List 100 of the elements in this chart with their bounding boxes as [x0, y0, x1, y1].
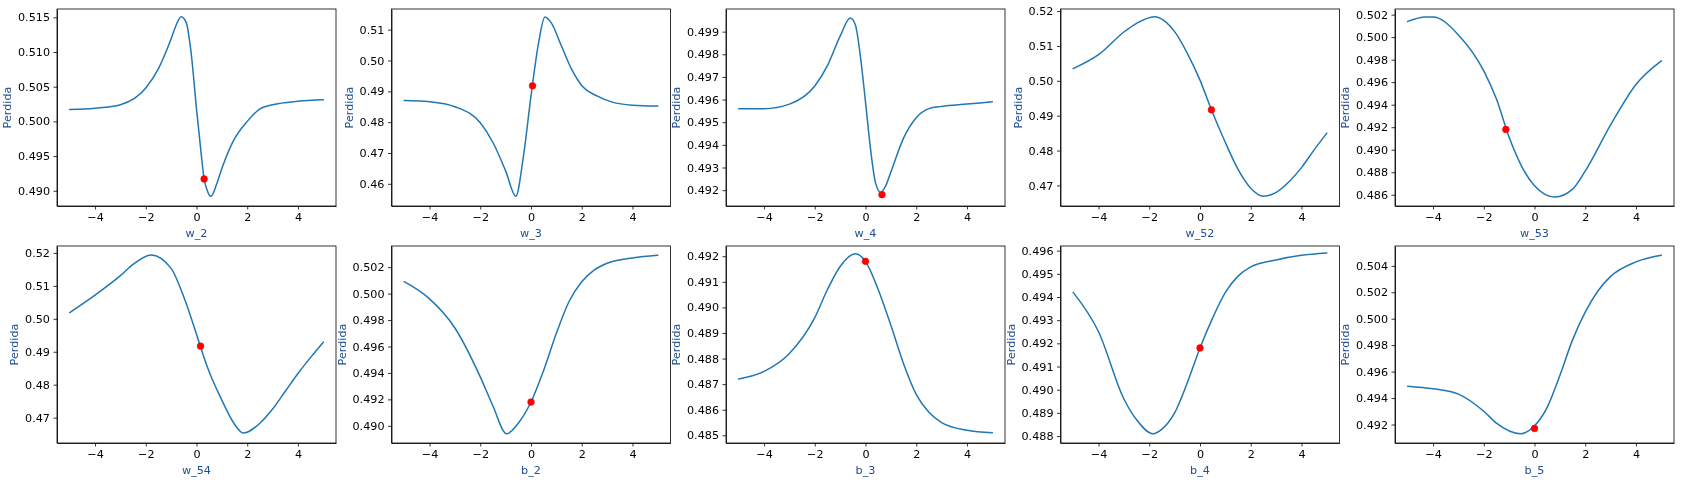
y-tick-label: 0.490 [686, 301, 719, 315]
y-tick-label: 0.489 [1021, 406, 1054, 420]
x-tick-label: −2 [807, 447, 824, 461]
y-tick-label: 0.492 [352, 393, 385, 407]
y-tick-label: 0.488 [686, 352, 719, 366]
x-tick-label: 2 [244, 447, 252, 461]
x-tick-label: −4 [1090, 447, 1108, 461]
y-axis-title: Perdida [1004, 323, 1018, 366]
x-tick-label: 2 [1582, 447, 1590, 461]
line-series [68, 254, 325, 434]
y-tick-label: 0.47 [359, 147, 385, 161]
x-axis-title: w_54 [182, 463, 211, 477]
y-tick-label: 0.496 [686, 93, 719, 107]
x-tick-label: −4 [756, 447, 773, 461]
y-tick-label: 0.485 [686, 429, 719, 443]
y-tick-label: 0.52 [25, 247, 50, 260]
x-axis-title: w_53 [1520, 226, 1549, 240]
y-tick-label: 0.486 [686, 403, 719, 417]
x-tick-label: −2 [1141, 210, 1159, 224]
x-tick-label: 2 [244, 210, 252, 224]
x-tick-label: 0 [1196, 210, 1205, 224]
y-tick-label: 0.504 [1355, 259, 1388, 273]
x-tick-label: −4 [87, 447, 104, 461]
x-tick-label: 4 [629, 210, 637, 224]
y-axis-title: Perdida [1339, 86, 1353, 129]
y-tick-label: 0.494 [352, 367, 385, 381]
x-tick-label: 0 [1196, 447, 1205, 461]
x-tick-label: 0 [527, 447, 536, 461]
x-tick-label: −2 [472, 447, 490, 461]
x-tick-label: 2 [578, 210, 586, 224]
line-series [1406, 16, 1663, 198]
y-tick-label: 0.496 [352, 340, 385, 354]
y-tick-label: 0.494 [1355, 98, 1388, 112]
y-tick-label: 0.51 [25, 279, 50, 293]
line-series [737, 252, 994, 434]
x-tick-label: 0 [862, 447, 870, 461]
y-tick-label: 0.491 [686, 275, 719, 289]
line-series [1406, 254, 1663, 435]
y-tick-label: 0.494 [1021, 291, 1054, 305]
y-tick-label: 0.47 [25, 411, 50, 425]
x-tick-label: 0 [193, 210, 201, 224]
y-tick-label: 0.486 [1355, 188, 1388, 202]
y-axis-title: Perdida [670, 323, 684, 366]
y-axis-title: Perdida [1, 86, 15, 129]
line-series [403, 254, 659, 435]
y-tick-label: 0.49 [1028, 109, 1054, 123]
x-axis-title: b_3 [855, 463, 876, 477]
x-axis-title: b_2 [521, 463, 541, 477]
x-tick-label: 4 [963, 210, 972, 224]
y-tick-label: 0.49 [359, 85, 385, 99]
x-tick-label: 0 [1531, 447, 1539, 461]
x-tick-label: −4 [421, 447, 439, 461]
y-tick-label: 0.49 [25, 345, 50, 359]
x-tick-label: 2 [913, 447, 921, 461]
x-tick-label: −4 [1425, 447, 1442, 461]
y-tick-label: 0.500 [1355, 31, 1388, 45]
y-tick-label: 0.492 [1355, 418, 1388, 432]
y-tick-label: 0.498 [686, 48, 719, 62]
x-axis-title: w_2 [185, 226, 208, 240]
x-tick-label: −4 [1425, 210, 1442, 224]
x-tick-label: −2 [807, 210, 824, 224]
y-tick-label: 0.494 [1355, 392, 1388, 406]
y-tick-label: 0.493 [686, 161, 719, 175]
y-tick-label: 0.489 [686, 327, 719, 341]
x-tick-label: 2 [1582, 210, 1590, 224]
y-tick-label: 0.495 [686, 116, 719, 130]
y-tick-label: 0.488 [1021, 430, 1054, 444]
y-tick-label: 0.500 [352, 287, 385, 301]
y-tick-label: 0.498 [1355, 53, 1388, 67]
y-tick-label: 0.47 [1028, 179, 1054, 193]
x-tick-label: −2 [1476, 210, 1493, 224]
y-tick-label: 0.490 [1355, 143, 1388, 157]
x-tick-label: −2 [138, 447, 155, 461]
x-tick-label: 2 [578, 447, 586, 461]
x-tick-label: 0 [193, 447, 201, 461]
y-tick-label: 0.50 [25, 312, 50, 326]
y-tick-label: 0.492 [686, 250, 719, 264]
x-tick-label: −2 [1476, 447, 1493, 461]
line-series [1072, 15, 1328, 197]
y-tick-label: 0.496 [1355, 76, 1388, 90]
y-tick-label: 0.51 [359, 23, 385, 37]
y-tick-label: 0.490 [1021, 383, 1054, 397]
y-tick-label: 0.498 [352, 314, 385, 328]
y-tick-label: 0.495 [17, 150, 50, 164]
x-tick-label: 4 [1298, 210, 1306, 224]
y-axis-title: Perdida [342, 86, 356, 129]
x-tick-label: 4 [963, 447, 972, 461]
line-series [403, 16, 659, 197]
y-tick-label: 0.502 [352, 261, 385, 275]
y-tick-label: 0.505 [17, 80, 50, 94]
x-tick-label: −4 [756, 210, 773, 224]
y-tick-label: 0.491 [1021, 360, 1054, 374]
y-tick-label: 0.488 [1355, 166, 1388, 180]
y-tick-label: 0.500 [1355, 312, 1388, 326]
x-tick-label: 4 [1298, 447, 1306, 461]
x-axis-title: w_4 [854, 226, 877, 240]
x-tick-label: 2 [913, 210, 921, 224]
y-tick-label: 0.500 [17, 115, 50, 129]
x-tick-label: 0 [862, 210, 870, 224]
y-tick-label: 0.492 [1021, 337, 1054, 351]
